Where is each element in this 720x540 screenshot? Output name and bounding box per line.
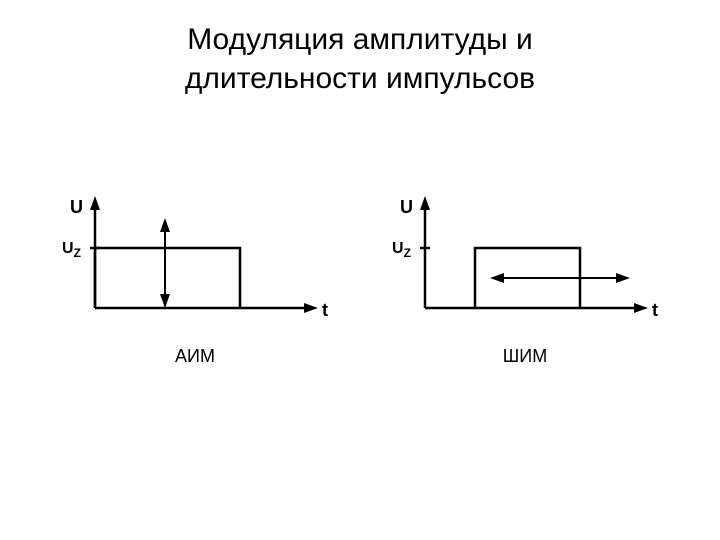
- x-axis-label: t: [652, 300, 658, 320]
- y-axis-label: U: [70, 197, 83, 217]
- x-axis-label: t: [322, 300, 328, 320]
- diagram-aim: U UZ t АИМ: [50, 188, 340, 367]
- mod-arrow-left: [490, 273, 504, 283]
- mod-arrow-right: [616, 273, 630, 283]
- mod-arrow-down: [160, 294, 170, 308]
- y-axis-label: U: [400, 197, 413, 217]
- aim-caption: АИМ: [175, 346, 215, 367]
- x-axis-arrow: [634, 303, 648, 313]
- mod-arrow-up: [160, 218, 170, 232]
- title-line-2: длительности импульсов: [185, 62, 535, 95]
- y-axis-arrow: [90, 196, 100, 210]
- page-title: Модуляция амплитуды и длительности импул…: [0, 0, 720, 98]
- title-line-1: Модуляция амплитуды и: [187, 23, 533, 56]
- aim-svg: U UZ t: [50, 188, 340, 338]
- uz-label: UZ: [392, 240, 411, 260]
- x-axis-arrow: [304, 303, 318, 313]
- shim-caption: ШИМ: [503, 346, 547, 367]
- uz-label: UZ: [62, 240, 81, 260]
- shim-svg: U UZ t: [380, 188, 670, 338]
- diagram-shim: U UZ t ШИМ: [380, 188, 670, 367]
- diagrams-row: U UZ t АИМ U UZ: [0, 188, 720, 367]
- y-axis-arrow: [420, 196, 430, 210]
